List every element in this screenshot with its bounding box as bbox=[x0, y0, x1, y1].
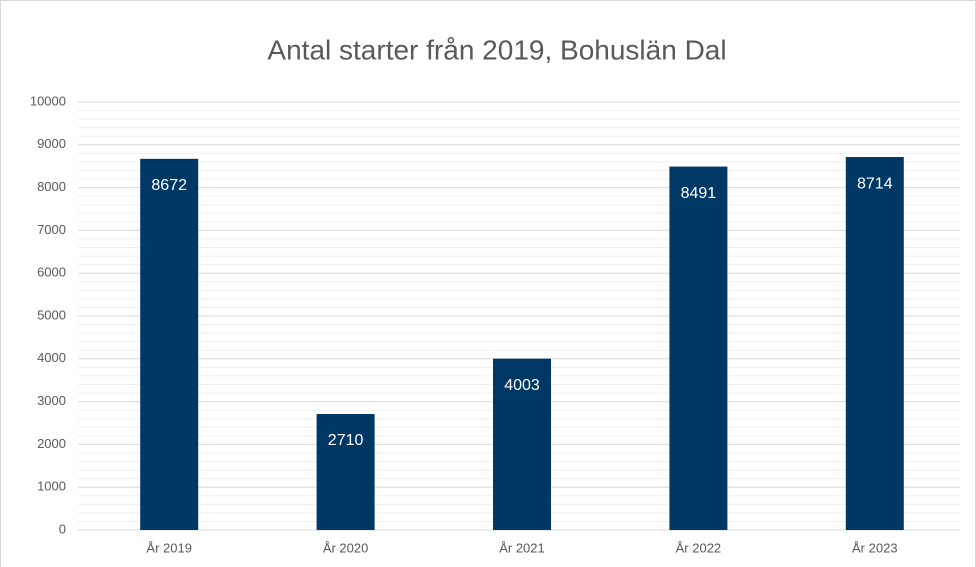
value-label: 8672 bbox=[151, 177, 187, 194]
value-label: 8491 bbox=[681, 185, 717, 202]
value-label: 4003 bbox=[504, 377, 540, 394]
y-tick-label: 8000 bbox=[37, 179, 66, 194]
y-tick-label: 2000 bbox=[37, 436, 66, 451]
bar bbox=[493, 358, 551, 530]
y-tick-label: 7000 bbox=[37, 222, 66, 237]
y-tick-label: 10000 bbox=[30, 93, 66, 108]
bar bbox=[669, 166, 728, 530]
value-label: 2710 bbox=[328, 432, 364, 449]
y-tick-label: 3000 bbox=[37, 393, 66, 408]
bar bbox=[845, 157, 904, 530]
value-label: 8714 bbox=[857, 175, 893, 192]
x-tick-label: År 2019 bbox=[146, 540, 192, 555]
x-tick-label: År 2023 bbox=[852, 540, 898, 555]
y-tick-label: 1000 bbox=[37, 479, 66, 494]
x-tick-label: År 2021 bbox=[499, 540, 545, 555]
x-tick-label: År 2020 bbox=[323, 540, 369, 555]
chart-title: Antal starter från 2019, Bohuslän Dal bbox=[267, 34, 726, 65]
y-tick-label: 6000 bbox=[37, 265, 66, 280]
y-tick-label: 5000 bbox=[37, 307, 66, 322]
y-tick-label: 0 bbox=[59, 521, 66, 536]
bar bbox=[316, 414, 375, 530]
x-tick-label: År 2022 bbox=[676, 540, 722, 555]
y-tick-label: 4000 bbox=[37, 350, 66, 365]
bar bbox=[140, 158, 199, 531]
y-tick-label: 9000 bbox=[37, 136, 66, 151]
